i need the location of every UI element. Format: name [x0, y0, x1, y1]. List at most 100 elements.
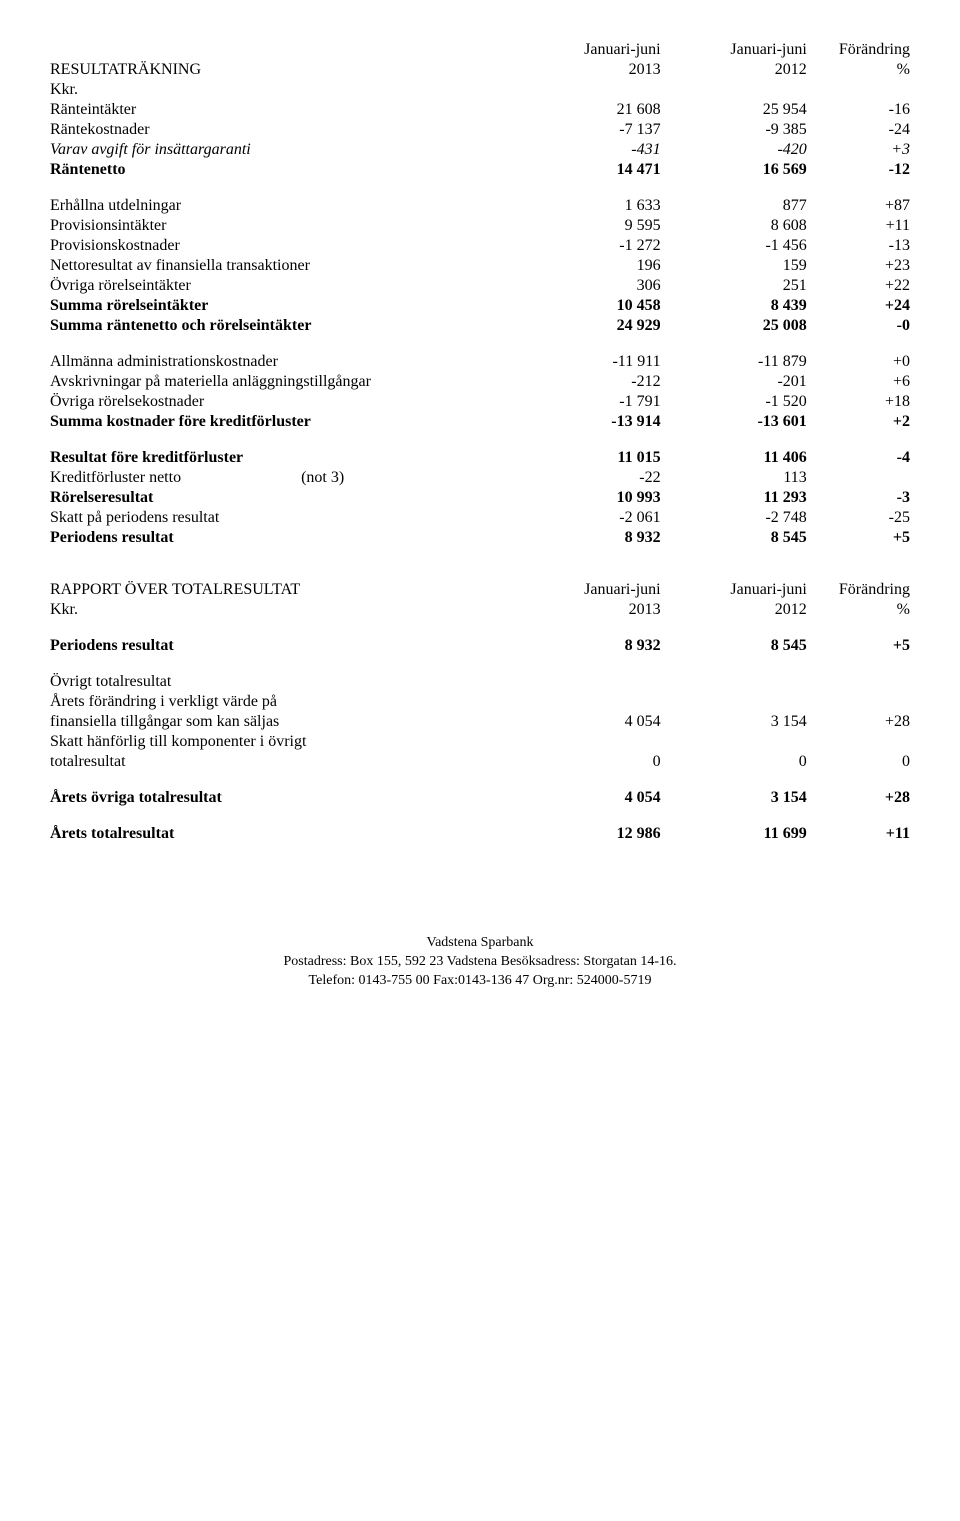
table-row: Provisionsintäkter9 5958 608+11 — [50, 216, 910, 236]
row-val-2012: -1 520 — [661, 392, 807, 412]
row-val-change: -24 — [807, 120, 910, 140]
ovrigt-heading: Övrigt totalresultat — [50, 672, 514, 692]
row-val-2013: 306 — [514, 276, 660, 296]
row-val-2012: 877 — [661, 196, 807, 216]
table-row: Resultat före kreditförluster11 01511 40… — [50, 448, 910, 468]
row-val-2013: -2 061 — [514, 508, 660, 528]
footer-line-3: Telefon: 0143-755 00 Fax:0143-136 47 Org… — [50, 972, 910, 991]
hdr2-col2-top: Januari-juni — [661, 580, 807, 600]
row-val-2013: 9 595 — [514, 216, 660, 236]
row-val-2012: 3 154 — [661, 712, 807, 732]
row-label: Summa rörelseintäkter — [50, 296, 514, 316]
row-val-2012: -1 456 — [661, 236, 807, 256]
row-val-2012: -201 — [661, 372, 807, 392]
header2-row-2: Kkr. 2013 2012 % — [50, 600, 910, 620]
row-label: Periodens resultat — [50, 636, 514, 656]
hdr-col3-top: Förändring — [807, 40, 910, 60]
table-row: Årets totalresultat12 98611 699+11 — [50, 824, 910, 844]
table-row: Övriga rörelsekostnader-1 791-1 520+18 — [50, 392, 910, 412]
row-label: Övriga rörelseintäkter — [50, 276, 514, 296]
row-val-change: +18 — [807, 392, 910, 412]
row-val-2012: 16 569 — [661, 160, 807, 180]
row-val-change: -4 — [807, 448, 910, 468]
hdr2-kkr: Kkr. — [50, 600, 514, 620]
row-label: Årets totalresultat — [50, 824, 514, 844]
row-val-change: -12 — [807, 160, 910, 180]
row-val-change: -25 — [807, 508, 910, 528]
row-val-2013 — [514, 732, 660, 752]
row-label: Periodens resultat — [50, 528, 514, 548]
row-label: Skatt på periodens resultat — [50, 508, 514, 528]
row-val-2012 — [661, 732, 807, 752]
row-val-change: +11 — [807, 824, 910, 844]
row-val-change: +5 — [807, 528, 910, 548]
row-val-2012: 8 545 — [661, 528, 807, 548]
row-label: Skatt hänförlig till komponenter i övrig… — [50, 732, 514, 752]
table-row: Nettoresultat av finansiella transaktion… — [50, 256, 910, 276]
title-left: RESULTATRÄKNING — [50, 60, 514, 80]
row-val-change: +22 — [807, 276, 910, 296]
row-val-2013: 10 458 — [514, 296, 660, 316]
row-label: Övriga rörelsekostnader — [50, 392, 514, 412]
table-row: Årets förändring i verkligt värde på — [50, 692, 910, 712]
table-row: Skatt hänförlig till komponenter i övrig… — [50, 732, 910, 752]
row-label: Erhållna utdelningar — [50, 196, 514, 216]
row-label: Rörelseresultat — [50, 488, 514, 508]
hdr-col2-top: Januari-juni — [661, 40, 807, 60]
row-val-2012: 8 608 — [661, 216, 807, 236]
row-label: Varav avgift för insättargaranti — [50, 140, 514, 160]
table-row: Periodens resultat8 9328 545+5 — [50, 636, 910, 656]
header-row-2: RESULTATRÄKNING 2013 2012 % — [50, 60, 910, 80]
row-val-change — [807, 468, 910, 488]
hdr-year1: 2013 — [514, 60, 660, 80]
table-row: Avskrivningar på materiella anläggningst… — [50, 372, 910, 392]
row-label: Allmänna administrationskostnader — [50, 352, 514, 372]
row-val-change: +2 — [807, 412, 910, 432]
row-val-2013: -1 272 — [514, 236, 660, 256]
row-label: finansiella tillgångar som kan säljas — [50, 712, 514, 732]
table-row: finansiella tillgångar som kan säljas4 0… — [50, 712, 910, 732]
row-val-2012: -420 — [661, 140, 807, 160]
table-row: Räntekostnader-7 137-9 385-24 — [50, 120, 910, 140]
row-val-2012: 25 954 — [661, 100, 807, 120]
row-val-2012: -9 385 — [661, 120, 807, 140]
table-row: totalresultat000 — [50, 752, 910, 772]
row-val-2013: 8 932 — [514, 528, 660, 548]
row-val-change: -0 — [807, 316, 910, 336]
row-val-change: +6 — [807, 372, 910, 392]
row-val-2012: 251 — [661, 276, 807, 296]
row-val-2012: 25 008 — [661, 316, 807, 336]
row-val-change: +87 — [807, 196, 910, 216]
table-row: Årets övriga totalresultat4 0543 154+28 — [50, 788, 910, 808]
row-val-2013: 196 — [514, 256, 660, 276]
row-val-2012: 11 699 — [661, 824, 807, 844]
table-row: Varav avgift för insättargaranti-431-420… — [50, 140, 910, 160]
row-val-2013: 4 054 — [514, 712, 660, 732]
ovrigt-heading-row: Övrigt totalresultat — [50, 672, 910, 692]
hdr-kkr: Kkr. — [50, 80, 514, 100]
hdr2-col1-top: Januari-juni — [514, 580, 660, 600]
row-val-2013: 8 932 — [514, 636, 660, 656]
row-val-2013: -7 137 — [514, 120, 660, 140]
row-label: Resultat före kreditförluster — [50, 448, 514, 468]
row-val-2013: -11 911 — [514, 352, 660, 372]
income-statement-table: Januari-juni Januari-juni Förändring RES… — [50, 40, 910, 844]
row-label: Räntekostnader — [50, 120, 514, 140]
table-row: Provisionskostnader-1 272-1 456-13 — [50, 236, 910, 256]
row-val-2012: 0 — [661, 752, 807, 772]
row-val-2012: 3 154 — [661, 788, 807, 808]
row-val-2013: 21 608 — [514, 100, 660, 120]
row-val-2013: 1 633 — [514, 196, 660, 216]
row-val-2013: 4 054 — [514, 788, 660, 808]
row-val-change: +28 — [807, 712, 910, 732]
row-val-change: -13 — [807, 236, 910, 256]
header-row-3: Kkr. — [50, 80, 910, 100]
row-val-change: +5 — [807, 636, 910, 656]
table-row: Allmänna administrationskostnader-11 911… — [50, 352, 910, 372]
footer: Vadstena Sparbank Postadress: Box 155, 5… — [50, 934, 910, 991]
hdr2-col3-top: Förändring — [807, 580, 910, 600]
row-label: Årets förändring i verkligt värde på — [50, 692, 514, 712]
row-val-2012 — [661, 692, 807, 712]
row-label: totalresultat — [50, 752, 514, 772]
row-val-change — [807, 692, 910, 712]
